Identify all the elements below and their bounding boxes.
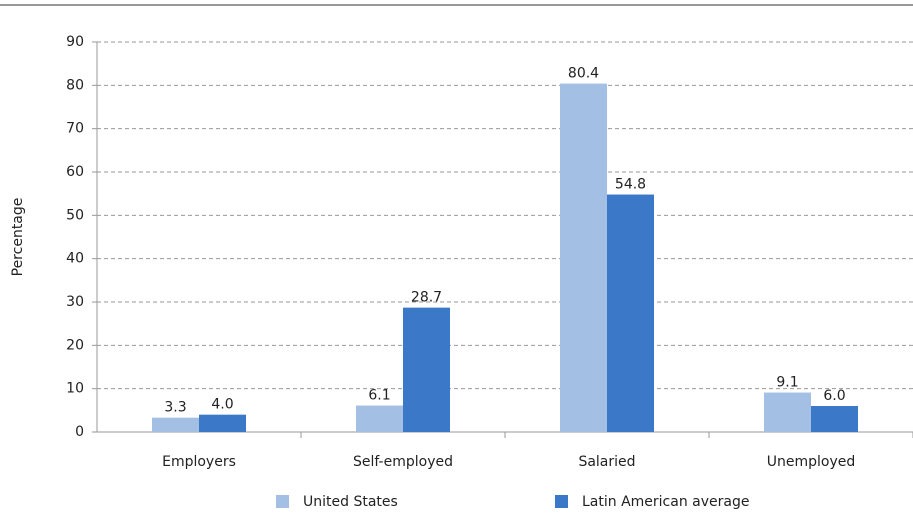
legend-swatch <box>555 495 568 508</box>
y-tick-label: 60 <box>66 164 84 180</box>
x-tick-label: Unemployed <box>767 454 856 470</box>
x-tick-label: Self-employed <box>353 454 453 470</box>
bar <box>199 414 246 432</box>
y-tick-label: 20 <box>66 337 84 353</box>
y-tick-label: 50 <box>66 207 84 223</box>
y-tick-label: 10 <box>66 381 84 397</box>
y-tick-label: 0 <box>75 424 84 440</box>
value-label: 9.1 <box>776 375 798 391</box>
value-label: 6.0 <box>823 388 845 404</box>
y-tick-label: 80 <box>66 77 84 93</box>
bar <box>356 405 403 432</box>
value-label: 3.3 <box>164 400 186 416</box>
x-tick-label: Employers <box>162 454 236 470</box>
value-label: 28.7 <box>411 290 442 306</box>
value-label: 54.8 <box>615 177 646 193</box>
bar <box>764 392 811 432</box>
bar <box>403 307 450 432</box>
y-axis-label: Percentage <box>10 198 26 277</box>
legend-label: United States <box>303 494 398 510</box>
y-tick-label: 90 <box>66 34 84 50</box>
bar <box>152 417 199 432</box>
bar <box>607 194 654 432</box>
y-tick-label: 30 <box>66 294 84 310</box>
legend-label: Latin American average <box>582 494 749 510</box>
bar <box>811 406 858 432</box>
value-label: 4.0 <box>211 397 233 413</box>
value-label: 80.4 <box>568 66 599 82</box>
legend-swatch <box>276 495 289 508</box>
y-tick-label: 70 <box>66 121 84 137</box>
value-label: 6.1 <box>368 388 390 404</box>
y-tick-label: 40 <box>66 251 84 267</box>
bar <box>560 83 607 432</box>
x-tick-label: Salaried <box>578 454 635 470</box>
